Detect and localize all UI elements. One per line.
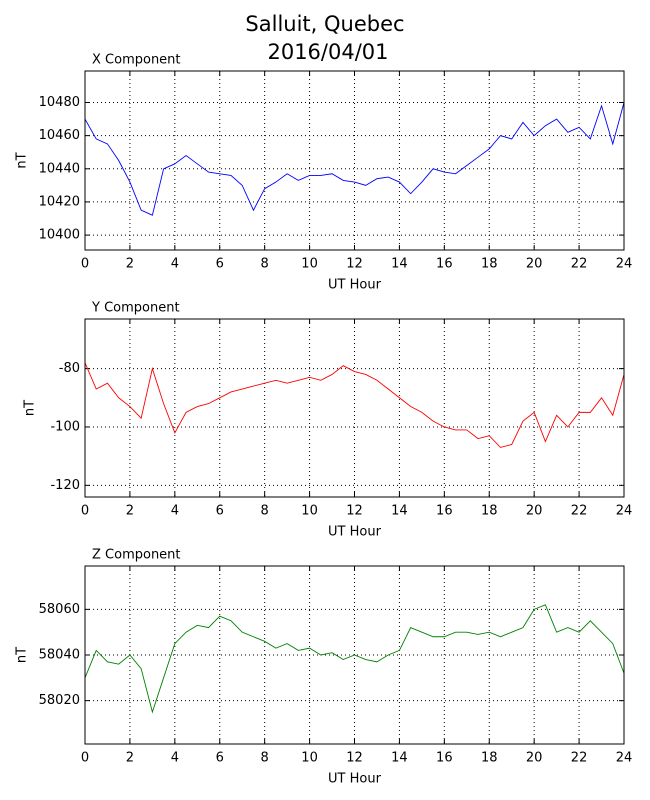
x-tick-label: 8 [261, 257, 269, 272]
y-axis-label: nT [15, 152, 30, 168]
y-tick-label: 58060 [39, 602, 80, 617]
x-tick-label: 20 [526, 751, 543, 766]
x-tick-label: 14 [391, 257, 408, 272]
x-tick-label: 2 [126, 257, 134, 272]
x-tick-label: 16 [436, 504, 453, 519]
y-tick-label: -100 [50, 419, 80, 434]
y-tick-label: -120 [50, 478, 80, 493]
x-tick-label: 4 [171, 257, 179, 272]
y-tick-label: 58040 [39, 648, 80, 663]
x-tick-label: 12 [346, 504, 363, 519]
y-axis-label: nT [23, 400, 38, 416]
panel-title: Y Component [91, 301, 180, 316]
x-tick-label: 18 [481, 257, 498, 272]
figure-title: Salluit, Quebec [245, 12, 404, 36]
x-tick-label: 14 [391, 751, 408, 766]
x-tick-label: 8 [261, 504, 269, 519]
x-tick-label: 0 [81, 504, 89, 519]
x-tick-label: 14 [391, 504, 408, 519]
x-tick-label: 24 [616, 504, 633, 519]
x-tick-label: 18 [481, 751, 498, 766]
panel-title: Z Component [92, 548, 181, 563]
x-tick-label: 24 [616, 751, 633, 766]
x-axis-label: UT Hour [328, 772, 382, 787]
x-tick-label: 18 [481, 504, 498, 519]
y-tick-label: 10460 [39, 128, 80, 143]
x-tick-label: 12 [346, 257, 363, 272]
x-tick-label: 6 [216, 504, 224, 519]
y-axis-label: nT [15, 647, 30, 663]
y-tick-label: 10440 [39, 161, 80, 176]
x-tick-label: 22 [571, 751, 588, 766]
x-tick-label: 6 [216, 751, 224, 766]
x-tick-label: 12 [346, 751, 363, 766]
x-tick-label: 8 [261, 751, 269, 766]
y-tick-label: 58020 [39, 693, 80, 708]
x-tick-label: 2 [126, 751, 134, 766]
x-tick-label: 4 [171, 504, 179, 519]
y-tick-label: 10400 [39, 228, 80, 243]
data-line [84, 102, 625, 216]
x-tick-label: 10 [301, 751, 318, 766]
y-tick-label: 10420 [39, 194, 80, 209]
x-tick-label: 16 [436, 751, 453, 766]
panel-title: X Component [92, 53, 181, 68]
x-tick-label: 10 [301, 257, 318, 272]
y-tick-label: 10480 [39, 95, 80, 110]
x-tick-label: 16 [436, 257, 453, 272]
x-tick-label: 22 [571, 504, 588, 519]
y-tick-label: -80 [59, 361, 80, 376]
x-tick-label: 6 [216, 257, 224, 272]
plot-frame [84, 70, 625, 251]
plot-frame [84, 318, 625, 498]
x-tick-label: 20 [526, 257, 543, 272]
x-tick-label: 20 [526, 504, 543, 519]
plot-frame [84, 565, 625, 745]
figure-subtitle: 2016/04/01 [267, 40, 388, 64]
data-line [84, 604, 625, 714]
x-axis-label: UT Hour [328, 525, 382, 540]
x-tick-label: 22 [571, 257, 588, 272]
x-tick-label: 0 [81, 257, 89, 272]
x-tick-label: 24 [616, 257, 633, 272]
data-line [84, 362, 625, 448]
x-axis-label: UT Hour [328, 278, 382, 293]
x-tick-label: 10 [301, 504, 318, 519]
x-tick-label: 2 [126, 504, 134, 519]
x-tick-label: 4 [171, 751, 179, 766]
x-tick-label: 0 [81, 751, 89, 766]
